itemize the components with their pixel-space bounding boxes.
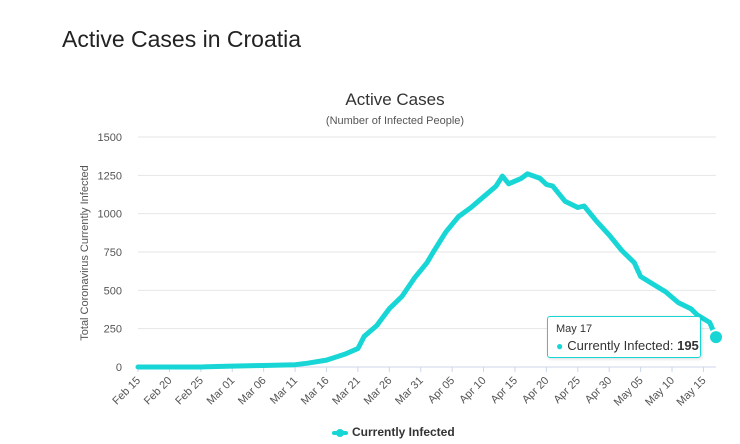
x-tick-label: Apr 10 [457,375,488,406]
page-heading: Active Cases in Croatia [62,26,302,52]
y-tick-label: 1500 [98,132,122,144]
x-tick-label: Mar 11 [268,375,300,407]
x-tick-label: Apr 25 [551,375,582,406]
y-tick-label: 750 [104,247,122,259]
legend-label: Currently Infected [352,425,455,439]
y-tick-label: 250 [104,324,122,336]
series-currently-infected[interactable] [135,171,724,370]
tooltip-series-name: Currently Infected [567,338,670,353]
x-tick-label: Feb 25 [173,375,206,408]
x-tick-label: Mar 16 [299,375,332,408]
y-tick-label: 500 [104,285,122,297]
x-tick-label: Feb 15 [110,375,143,408]
x-tick-label: Mar 26 [362,375,395,408]
tooltip: May 17 ● Currently Infected: 195 [547,316,701,358]
x-tick-label: Mar 31 [393,375,426,408]
x-tick-label: Apr 20 [520,375,551,406]
hover-point[interactable] [708,329,724,346]
x-tick-label: May 15 [675,375,709,409]
x-tick-label: Apr 30 [583,375,614,406]
x-tick-label: Apr 05 [426,375,457,406]
chart-subtitle: (Number of Infected People) [326,115,464,127]
x-tick-label: May 10 [643,375,677,409]
x-tick-label: Mar 06 [236,375,269,408]
y-axis-label: Total Coronavirus Currently Infected [79,165,91,340]
x-tick-label: May 05 [612,375,646,409]
y-tick-label: 0 [116,362,122,374]
chart-title: Active Cases [345,90,444,109]
legend-swatch-icon [332,428,348,437]
x-tick-label: Mar 01 [205,375,238,408]
tooltip-dot-icon: ● [556,339,564,353]
x-tick-label: Mar 21 [330,375,363,408]
y-tick-label: 1250 [98,170,122,182]
y-tick-label: 1000 [98,209,122,221]
tooltip-value: 195 [677,338,699,353]
x-tick-label: Feb 20 [142,375,175,408]
series-line[interactable] [135,171,719,370]
tooltip-date: May 17 [556,323,593,335]
x-tick-label: Apr 15 [489,375,520,406]
tooltip-line: ● Currently Infected: 195 [556,338,699,353]
y-axis-ticks: 0 250 500 750 1000 1250 1500 [98,132,122,374]
legend-item-currently-infected[interactable]: Currently Infected [332,425,455,441]
